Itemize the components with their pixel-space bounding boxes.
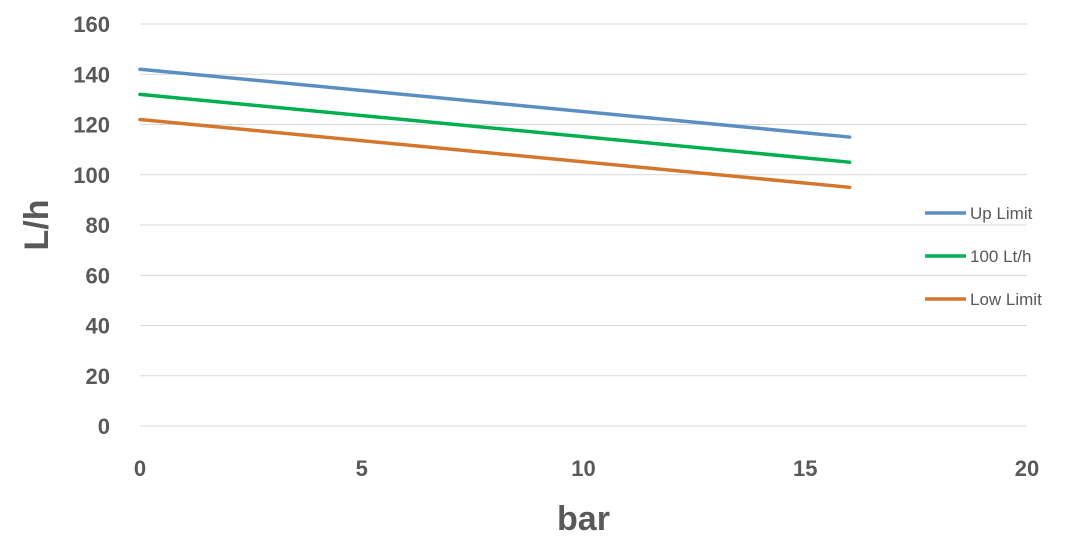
y-tick-label: 80 [86, 213, 110, 238]
x-tick-label: 20 [1015, 456, 1039, 481]
series-line-1 [138, 67, 852, 139]
gridlines [140, 23, 1027, 427]
y-tick-labels: 0 20 40 60 80 100 120 140 160 [73, 12, 110, 439]
x-tick-label: 5 [356, 456, 368, 481]
series-line-2 [138, 92, 852, 164]
y-tick-label: 140 [73, 62, 110, 87]
y-axis-title: L/h [18, 200, 56, 251]
x-tick-label: 10 [571, 456, 595, 481]
y-tick-label: 160 [73, 12, 110, 37]
y-tick-label: 120 [73, 113, 110, 138]
series-lines [138, 67, 852, 190]
legend-label: Up Limit [970, 204, 1033, 223]
legend-label: Low Limit [970, 290, 1042, 309]
y-tick-label: 60 [86, 263, 110, 288]
y-tick-label: 40 [86, 314, 110, 339]
series-line-3 [138, 117, 852, 190]
legend: Up Limit 100 Lt/h Low Limit [925, 204, 1042, 309]
y-tick-label: 20 [86, 364, 110, 389]
y-tick-label: 0 [98, 414, 110, 439]
y-tick-label: 100 [73, 163, 110, 188]
legend-item: 100 Lt/h [925, 247, 1031, 266]
x-tick-label: 0 [134, 456, 146, 481]
legend-label: 100 Lt/h [970, 247, 1031, 266]
legend-item: Low Limit [925, 290, 1042, 309]
legend-item: Up Limit [925, 204, 1033, 223]
x-tick-label: 15 [793, 456, 817, 481]
x-axis-title: bar [557, 500, 610, 537]
x-tick-labels: 0 5 10 15 20 [134, 456, 1039, 481]
